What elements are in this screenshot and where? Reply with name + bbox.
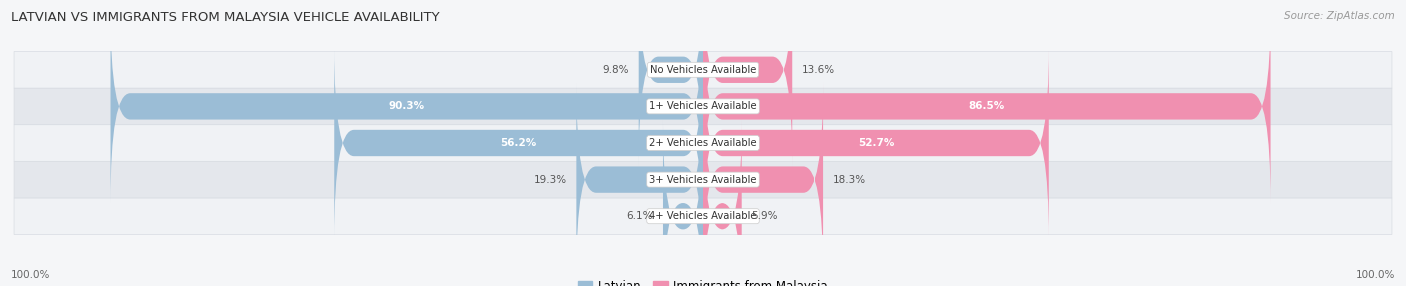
FancyBboxPatch shape (703, 120, 742, 286)
Text: 52.7%: 52.7% (858, 138, 894, 148)
Text: No Vehicles Available: No Vehicles Available (650, 65, 756, 75)
Text: 3+ Vehicles Available: 3+ Vehicles Available (650, 175, 756, 184)
Text: 56.2%: 56.2% (501, 138, 537, 148)
Text: 18.3%: 18.3% (832, 175, 866, 184)
FancyBboxPatch shape (703, 46, 1049, 240)
FancyBboxPatch shape (703, 10, 1271, 203)
Text: 2+ Vehicles Available: 2+ Vehicles Available (650, 138, 756, 148)
FancyBboxPatch shape (14, 161, 1392, 198)
Text: 100.0%: 100.0% (11, 270, 51, 280)
Text: 19.3%: 19.3% (533, 175, 567, 184)
FancyBboxPatch shape (703, 83, 823, 276)
Text: 100.0%: 100.0% (1355, 270, 1395, 280)
Text: 90.3%: 90.3% (388, 102, 425, 111)
FancyBboxPatch shape (14, 198, 1392, 235)
FancyBboxPatch shape (638, 0, 703, 166)
FancyBboxPatch shape (335, 46, 703, 240)
Text: 5.9%: 5.9% (752, 211, 778, 221)
Text: 6.1%: 6.1% (627, 211, 654, 221)
FancyBboxPatch shape (576, 83, 703, 276)
Text: LATVIAN VS IMMIGRANTS FROM MALAYSIA VEHICLE AVAILABILITY: LATVIAN VS IMMIGRANTS FROM MALAYSIA VEHI… (11, 11, 440, 24)
Text: 4+ Vehicles Available: 4+ Vehicles Available (650, 211, 756, 221)
FancyBboxPatch shape (111, 10, 703, 203)
FancyBboxPatch shape (14, 88, 1392, 125)
Text: 9.8%: 9.8% (602, 65, 628, 75)
Text: 1+ Vehicles Available: 1+ Vehicles Available (650, 102, 756, 111)
Text: 13.6%: 13.6% (801, 65, 835, 75)
FancyBboxPatch shape (664, 120, 703, 286)
Legend: Latvian, Immigrants from Malaysia: Latvian, Immigrants from Malaysia (574, 276, 832, 286)
Text: 86.5%: 86.5% (969, 102, 1005, 111)
FancyBboxPatch shape (703, 0, 792, 166)
Text: Source: ZipAtlas.com: Source: ZipAtlas.com (1284, 11, 1395, 21)
FancyBboxPatch shape (14, 51, 1392, 88)
FancyBboxPatch shape (14, 125, 1392, 161)
